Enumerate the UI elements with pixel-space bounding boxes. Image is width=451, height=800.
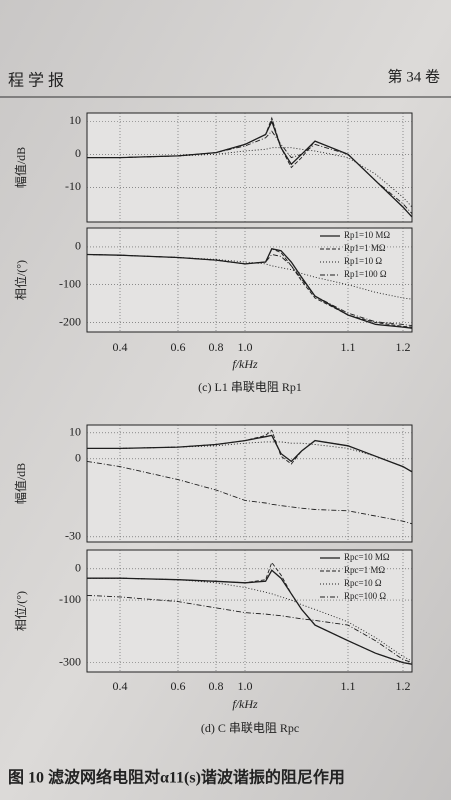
- series-line: [87, 130, 413, 215]
- figure-caption: (c) L1 串联电阻 Rp1: [198, 380, 302, 394]
- y-tick-label: 10: [69, 425, 81, 439]
- y-tick-label: -200: [59, 314, 81, 328]
- x-tick-label: 1.2: [396, 340, 411, 354]
- y-tick-label: -100: [59, 276, 81, 290]
- header-left: 程 学 报: [8, 72, 64, 90]
- caption: 图 10 滤波网络电阻对α11(s)谐波谐振的阻尼作用: [8, 768, 345, 787]
- y-tick-label: 0: [75, 451, 81, 465]
- y-axis-label: 幅值/dB: [13, 463, 28, 504]
- header-right: 第 34 卷: [387, 67, 440, 85]
- y-axis-label: 相位/(°): [13, 591, 28, 631]
- y-tick-label: 10: [69, 113, 81, 127]
- plot-area: [86, 549, 413, 673]
- y-tick-label: -30: [65, 529, 81, 543]
- series-line: [87, 429, 413, 473]
- y-tick-label: -100: [59, 592, 81, 606]
- legend-label: Rpc=10 Ω: [344, 578, 382, 588]
- x-tick-label: 0.8: [209, 340, 224, 354]
- legend-label: Rpc=10 MΩ: [344, 552, 390, 562]
- y-axis-label: 相位/(°): [13, 260, 28, 300]
- legend-label: Rp1=1 MΩ: [344, 243, 386, 253]
- x-tick-label: 0.8: [209, 679, 224, 693]
- plot-area: [86, 227, 413, 333]
- y-tick-label: -300: [59, 654, 81, 668]
- y-tick-label: 0: [75, 239, 81, 253]
- x-tick-label: 0.4: [113, 679, 128, 693]
- series-line: [87, 577, 413, 662]
- legend-label: Rp1=10 MΩ: [344, 230, 390, 240]
- x-tick-label: 1.2: [396, 679, 411, 693]
- plot-area: [86, 424, 413, 543]
- plot-area: [86, 112, 413, 223]
- legend-label: Rp1=100 Ω: [344, 269, 387, 279]
- legend-label: Rp1=10 Ω: [344, 256, 382, 266]
- x-axis-label: f/kHz: [232, 357, 258, 371]
- series-line: [86, 254, 413, 327]
- x-axis-label: f/kHz: [232, 697, 258, 711]
- figure-caption: (d) C 串联电阻 Rpc: [201, 721, 299, 735]
- x-tick-label: 1.1: [341, 340, 356, 354]
- series-line: [87, 561, 413, 665]
- x-tick-label: 0.6: [171, 340, 186, 354]
- series-line: [86, 594, 413, 664]
- y-tick-label: -10: [65, 179, 81, 193]
- y-tick-label: 0: [75, 146, 81, 160]
- y-tick-label: 0: [75, 561, 81, 575]
- x-tick-label: 1.1: [341, 679, 356, 693]
- legend-label: Rpc=1 MΩ: [344, 565, 385, 575]
- x-tick-label: 1.0: [238, 679, 253, 693]
- x-tick-label: 1.0: [238, 340, 253, 354]
- x-tick-label: 0.6: [171, 679, 186, 693]
- x-tick-label: 0.4: [113, 340, 128, 354]
- y-axis-label: 幅值/dB: [13, 147, 28, 188]
- legend-label: Rpc=100 Ω: [344, 591, 386, 601]
